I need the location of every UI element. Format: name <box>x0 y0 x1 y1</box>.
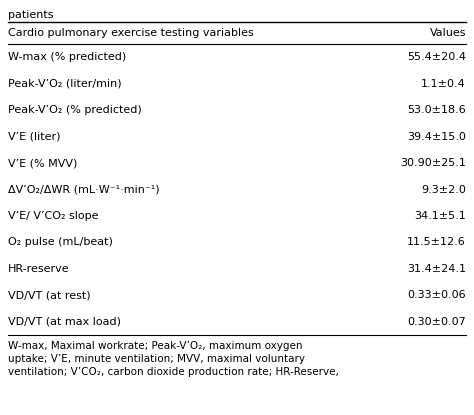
Text: W-max (% predicted): W-max (% predicted) <box>8 52 126 62</box>
Text: 0.30±0.07: 0.30±0.07 <box>407 317 466 327</box>
Text: 34.1±5.1: 34.1±5.1 <box>414 211 466 221</box>
Text: uptake; V’E, minute ventilation; MVV, maximal voluntary: uptake; V’E, minute ventilation; MVV, ma… <box>8 354 305 364</box>
Text: V’E (liter): V’E (liter) <box>8 132 61 142</box>
Text: O₂ pulse (mL/beat): O₂ pulse (mL/beat) <box>8 237 113 247</box>
Text: ΔV’O₂/ΔWR (mL·W⁻¹·min⁻¹): ΔV’O₂/ΔWR (mL·W⁻¹·min⁻¹) <box>8 185 160 195</box>
Text: patients: patients <box>8 10 54 20</box>
Text: 31.4±24.1: 31.4±24.1 <box>407 264 466 274</box>
Text: 53.0±18.6: 53.0±18.6 <box>407 105 466 115</box>
Text: V’E (% MVV): V’E (% MVV) <box>8 158 77 168</box>
Text: Cardio pulmonary exercise testing variables: Cardio pulmonary exercise testing variab… <box>8 28 254 38</box>
Text: ventilation; V’CO₂, carbon dioxide production rate; HR-Reserve,: ventilation; V’CO₂, carbon dioxide produ… <box>8 367 339 377</box>
Text: Values: Values <box>429 28 466 38</box>
Text: 0.33±0.06: 0.33±0.06 <box>407 290 466 300</box>
Text: HR-reserve: HR-reserve <box>8 264 70 274</box>
Text: 11.5±12.6: 11.5±12.6 <box>407 237 466 247</box>
Text: 39.4±15.0: 39.4±15.0 <box>407 132 466 142</box>
Text: VD/VT (at rest): VD/VT (at rest) <box>8 290 91 300</box>
Text: Peak-V’O₂ (liter/min): Peak-V’O₂ (liter/min) <box>8 79 122 89</box>
Text: 55.4±20.4: 55.4±20.4 <box>407 52 466 62</box>
Text: 9.3±2.0: 9.3±2.0 <box>421 185 466 195</box>
Text: 1.1±0.4: 1.1±0.4 <box>421 79 466 89</box>
Text: VD/VT (at max load): VD/VT (at max load) <box>8 317 121 327</box>
Text: Peak-V’O₂ (% predicted): Peak-V’O₂ (% predicted) <box>8 105 142 115</box>
Text: V’E/ V’CO₂ slope: V’E/ V’CO₂ slope <box>8 211 99 221</box>
Text: 30.90±25.1: 30.90±25.1 <box>400 158 466 168</box>
Text: W-max, Maximal workrate; Peak-V’O₂, maximum oxygen: W-max, Maximal workrate; Peak-V’O₂, maxi… <box>8 341 302 351</box>
